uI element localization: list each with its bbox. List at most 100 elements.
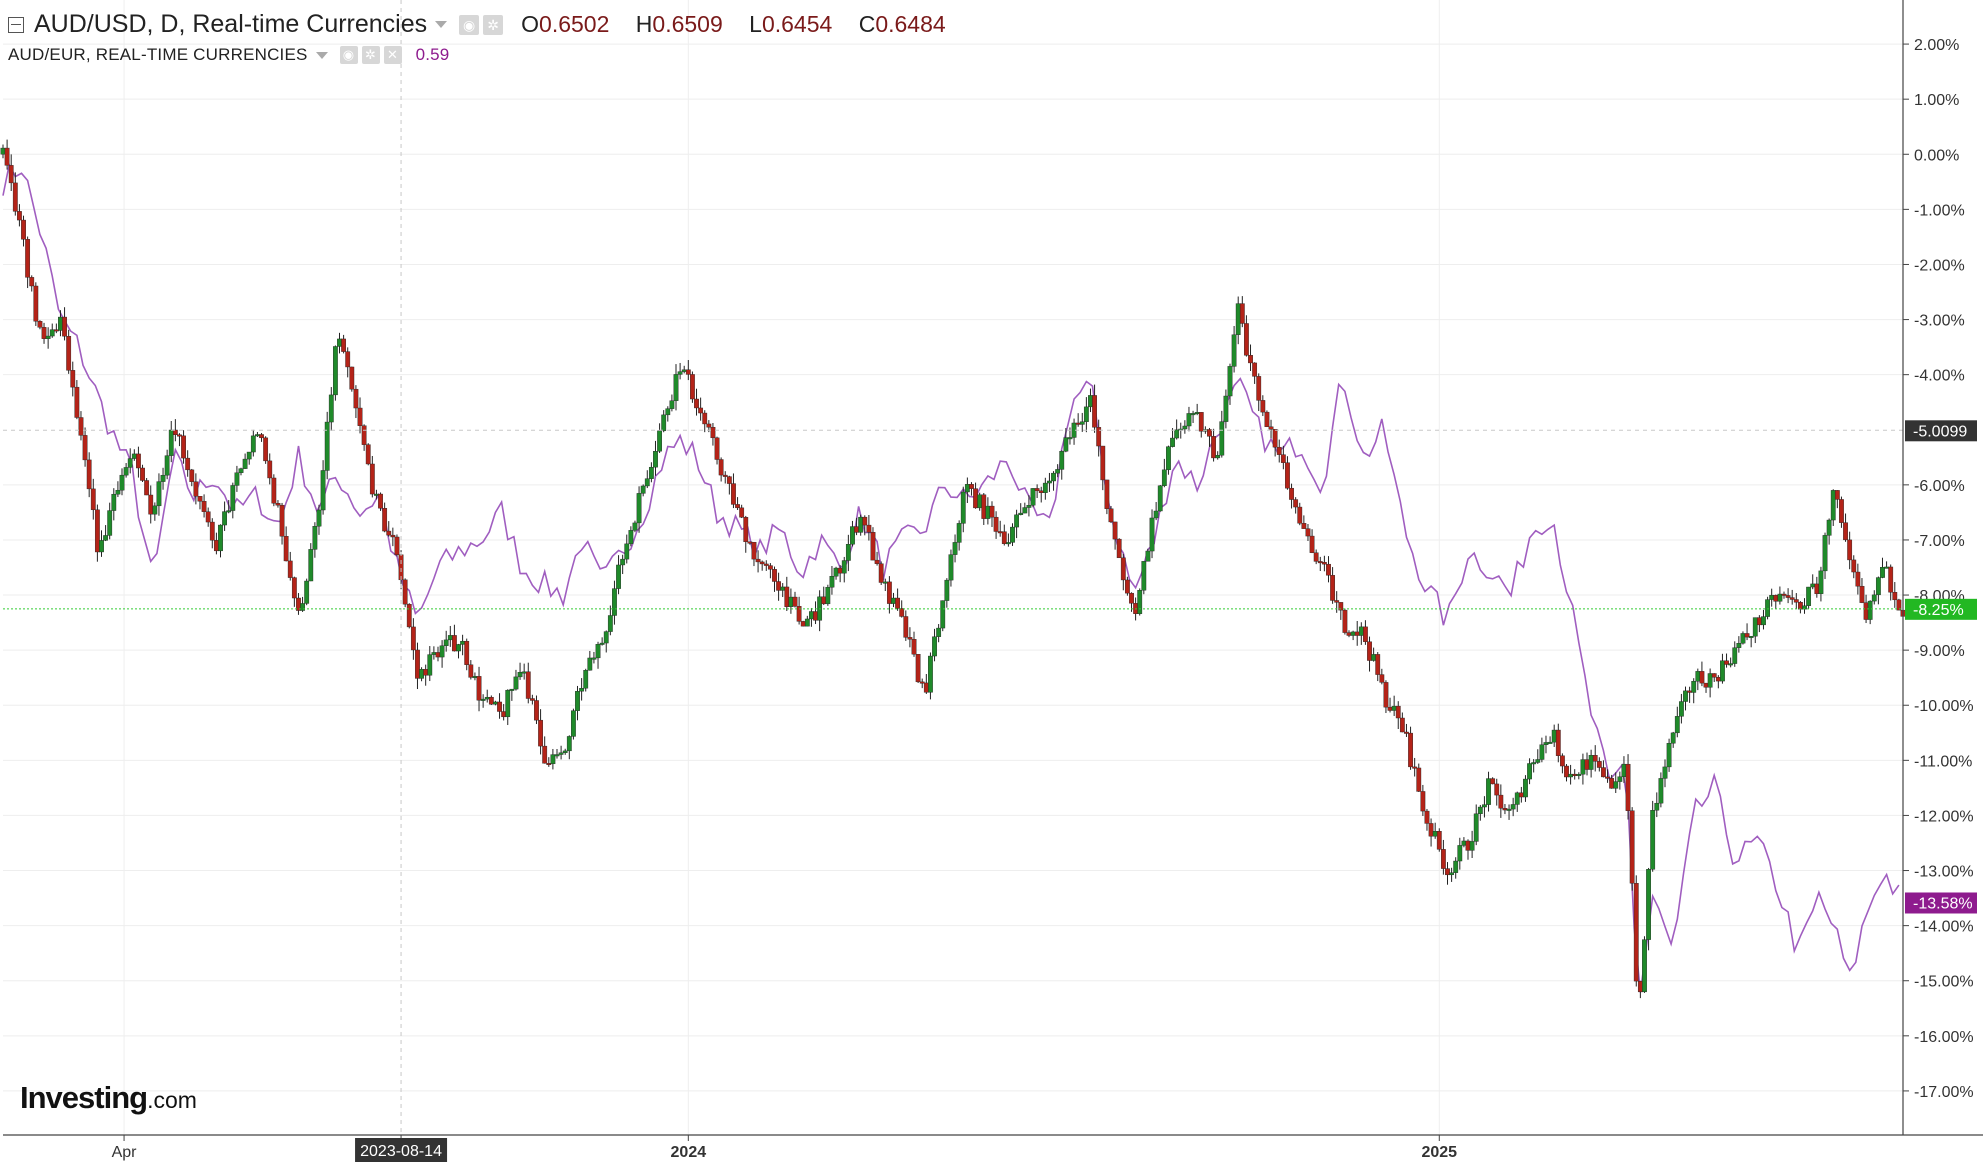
candle-body [1047,480,1052,484]
candle-body [476,676,482,701]
compare-value-badge: -13.58% [1913,895,1973,912]
candle-body [1001,531,1007,544]
candle-body [1859,585,1865,603]
chevron-down-icon[interactable] [315,51,328,59]
candle-body [542,745,548,764]
candle-body [1847,539,1853,561]
candle-body [763,563,769,566]
candle-body [702,412,708,425]
candle-body [291,577,297,599]
candle-body [850,526,855,545]
compare-series-title[interactable]: AUD/EUR, REAL-TIME CURRENCIES [8,45,308,64]
candle-body [973,488,978,509]
y-tick-label: -10.00% [1914,698,1974,715]
y-tick-label: -6.00% [1914,478,1965,495]
candle-body [70,370,76,388]
candle-body [694,398,699,409]
chevron-down-icon[interactable] [435,21,448,28]
candle-body [1584,759,1590,770]
candle-body [152,505,158,515]
candle-body [374,493,379,496]
candle-body [1248,355,1253,364]
candle-body [1666,743,1672,768]
candle-body [1781,593,1787,596]
candle-body [1830,490,1836,521]
candle-body [1798,602,1803,610]
candle-body [1826,519,1832,536]
candle-body [1518,792,1524,798]
candle-body [1461,840,1467,846]
candle-body [1412,766,1418,769]
candle-body [1383,682,1389,708]
candle-body [242,458,248,469]
investing-logo[interactable]: Investing.com [20,1080,197,1116]
compare-series-value: 0.59 [415,45,450,64]
candle-body [722,474,728,477]
main-series-title[interactable]: AUD/USD, D, Real-time Currencies [34,10,428,38]
crosshair-value-badge-bg [1905,420,1977,442]
candle-body [1531,762,1537,765]
candle-body [1888,566,1894,593]
candle-body [234,472,240,486]
candle-body [1231,334,1237,367]
candle-body [665,408,671,416]
candle-body [509,688,515,691]
candle-body [1683,690,1688,702]
candle-body [813,611,818,621]
eye-icon[interactable]: ◉ [459,14,480,35]
candle-body [332,346,338,396]
candle-body [1075,422,1081,425]
candle-body [1806,586,1812,606]
candle-body [1010,526,1015,543]
candle-body [1707,673,1713,688]
candle-body [1720,660,1725,682]
candle-body [1018,512,1024,516]
candle-body [628,530,634,545]
candle-body [0,147,6,155]
candle-body [673,374,679,401]
candle-body [550,754,556,765]
candle-body [575,691,580,711]
eye-icon[interactable]: ◉ [339,46,358,64]
candle-body [1034,488,1040,491]
candle-body [111,493,117,511]
collapse-icon[interactable] [8,16,24,33]
main-series-header: AUD/USD, D, Real-time Currencies ◉ ✲ O0.… [8,10,966,39]
candle-body [571,710,576,737]
gear-icon[interactable]: ✲ [483,14,504,35]
candle-body [1679,701,1684,717]
candle-body [1650,810,1656,870]
candle-body [776,581,781,591]
candle-body [1375,654,1381,675]
candle-body [919,681,925,684]
candle-body [1703,682,1709,688]
candle-body [1699,671,1705,684]
candle-body [841,560,847,574]
candle-body [181,435,186,459]
candle-body [1067,437,1073,440]
gear-icon[interactable]: ✲ [361,46,380,64]
candle-body [1166,446,1171,471]
candle-body [447,635,453,641]
candle-body [1005,542,1011,545]
candle-body [1502,808,1508,811]
candle-body [1305,528,1311,537]
close-icon[interactable]: ✕ [383,46,402,64]
candle-body [53,329,59,332]
candle-body [1268,426,1274,430]
candle-body [78,417,84,436]
candle-body [1469,841,1475,851]
candle-body [1092,395,1097,428]
y-tick-label: -11.00% [1914,753,1972,770]
candle-body [1453,860,1459,873]
candle-body [603,631,609,644]
candle-body [156,481,162,507]
candle-body [1588,755,1594,770]
candle-body [620,558,626,566]
candle-body [259,434,264,439]
candle-body [661,414,667,432]
candle-body [1691,681,1697,693]
candle-body [1855,571,1861,587]
candle-body [337,338,342,347]
